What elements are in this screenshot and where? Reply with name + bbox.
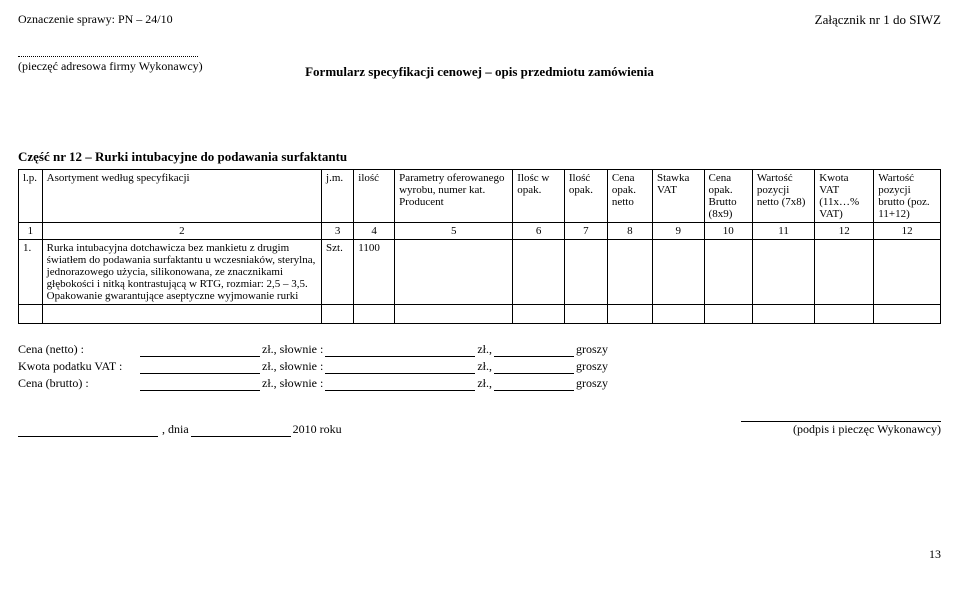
year-text: 2010 roku xyxy=(293,422,342,437)
num-cell: 2 xyxy=(42,223,321,240)
col-iloscw: Ilośc w opak. xyxy=(513,170,565,223)
case-label: Oznaczenie sprawy: PN – 24/10 xyxy=(18,12,173,27)
cell-stawka xyxy=(652,240,704,305)
table-number-row: 1 2 3 4 5 6 7 8 9 10 11 12 12 xyxy=(19,223,941,240)
num-cell: 10 xyxy=(704,223,752,240)
num-cell: 7 xyxy=(564,223,607,240)
cell-asort: Rurka intubacyjna dotchawicza bez mankie… xyxy=(42,240,321,305)
brutto-label: Cena (brutto) : xyxy=(18,376,138,391)
zl2-text: zł., xyxy=(477,376,492,391)
col-lp: l.p. xyxy=(19,170,43,223)
col-wartnet: Wartość pozycji netto (7x8) xyxy=(752,170,814,223)
signature-caption: (podpis i pieczęc Wykonawcy) xyxy=(741,422,941,437)
col-ilosc: ilość xyxy=(354,170,395,223)
table-empty-row xyxy=(19,305,941,324)
col-param: Parametry oferowanego wyrobu, numer kat.… xyxy=(395,170,513,223)
totals-brutto: Cena (brutto) : zł., słownie : zł., gros… xyxy=(18,376,941,391)
col-kwota: Kwota VAT (11x…% VAT) xyxy=(815,170,874,223)
col-jm: j.m. xyxy=(322,170,354,223)
num-cell: 4 xyxy=(354,223,395,240)
cell-wartbr xyxy=(874,240,941,305)
fill-line xyxy=(494,344,574,357)
col-stawka: Stawka VAT xyxy=(652,170,704,223)
col-cenanet: Cena opak. netto xyxy=(607,170,652,223)
fill-line xyxy=(325,361,475,374)
zl-text: zł., słownie : xyxy=(262,342,323,357)
num-cell: 11 xyxy=(752,223,814,240)
totals-netto: Cena (netto) : zł., słownie : zł., grosz… xyxy=(18,342,941,357)
date-block: , dnia 2010 roku xyxy=(18,421,342,437)
dnia-text: , dnia xyxy=(162,422,189,437)
cell-param xyxy=(395,240,513,305)
cell-ilosc: 1100 xyxy=(354,240,395,305)
cell-lp: 1. xyxy=(19,240,43,305)
col-iloscop: Ilość opak. xyxy=(564,170,607,223)
zl2-text: zł., xyxy=(477,359,492,374)
num-cell: 12 xyxy=(815,223,874,240)
cell-cenanet xyxy=(607,240,652,305)
num-cell: 8 xyxy=(607,223,652,240)
fill-line xyxy=(494,361,574,374)
stamp-line xyxy=(18,56,198,57)
col-cenabr: Cena opak. Brutto (8x9) xyxy=(704,170,752,223)
groszy-text: groszy xyxy=(576,376,608,391)
cell-wartnet xyxy=(752,240,814,305)
groszy-text: groszy xyxy=(576,342,608,357)
fill-line xyxy=(191,424,291,437)
netto-label: Cena (netto) : xyxy=(18,342,138,357)
groszy-text: groszy xyxy=(576,359,608,374)
totals-vat: Kwota podatku VAT : zł., słownie : zł., … xyxy=(18,359,941,374)
col-asort: Asortyment według specyfikacji xyxy=(42,170,321,223)
totals-block: Cena (netto) : zł., słownie : zł., grosz… xyxy=(18,342,941,391)
vat-label: Kwota podatku VAT : xyxy=(18,359,138,374)
num-cell: 12 xyxy=(874,223,941,240)
page-number: 13 xyxy=(18,547,941,562)
fill-line xyxy=(140,361,260,374)
num-cell: 9 xyxy=(652,223,704,240)
zl2-text: zł., xyxy=(477,342,492,357)
cell-kwota xyxy=(815,240,874,305)
fill-line xyxy=(140,344,260,357)
section-title: Część nr 12 – Rurki intubacyjne do podaw… xyxy=(18,149,941,165)
num-cell: 5 xyxy=(395,223,513,240)
cell-jm: Szt. xyxy=(322,240,354,305)
table-header-row: l.p. Asortyment według specyfikacji j.m.… xyxy=(19,170,941,223)
cell-cenabr xyxy=(704,240,752,305)
fill-line xyxy=(140,378,260,391)
num-cell: 1 xyxy=(19,223,43,240)
fill-line xyxy=(325,344,475,357)
zl-text: zł., słownie : xyxy=(262,376,323,391)
attachment-label: Załącznik nr 1 do SIWZ xyxy=(815,12,941,28)
form-title: Formularz specyfikacji cenowej – opis pr… xyxy=(305,64,654,79)
cell-iloscop xyxy=(564,240,607,305)
num-cell: 6 xyxy=(513,223,565,240)
spec-table: l.p. Asortyment według specyfikacji j.m.… xyxy=(18,169,941,324)
num-cell: 3 xyxy=(322,223,354,240)
col-wartbr: Wartość pozycji brutto (poz. 11+12) xyxy=(874,170,941,223)
table-row: 1. Rurka intubacyjna dotchawicza bez man… xyxy=(19,240,941,305)
zl-text: zł., słownie : xyxy=(262,359,323,374)
cell-iloscw xyxy=(513,240,565,305)
fill-line xyxy=(494,378,574,391)
fill-line xyxy=(18,424,158,437)
fill-line xyxy=(325,378,475,391)
signature-block: (podpis i pieczęc Wykonawcy) xyxy=(741,421,941,437)
